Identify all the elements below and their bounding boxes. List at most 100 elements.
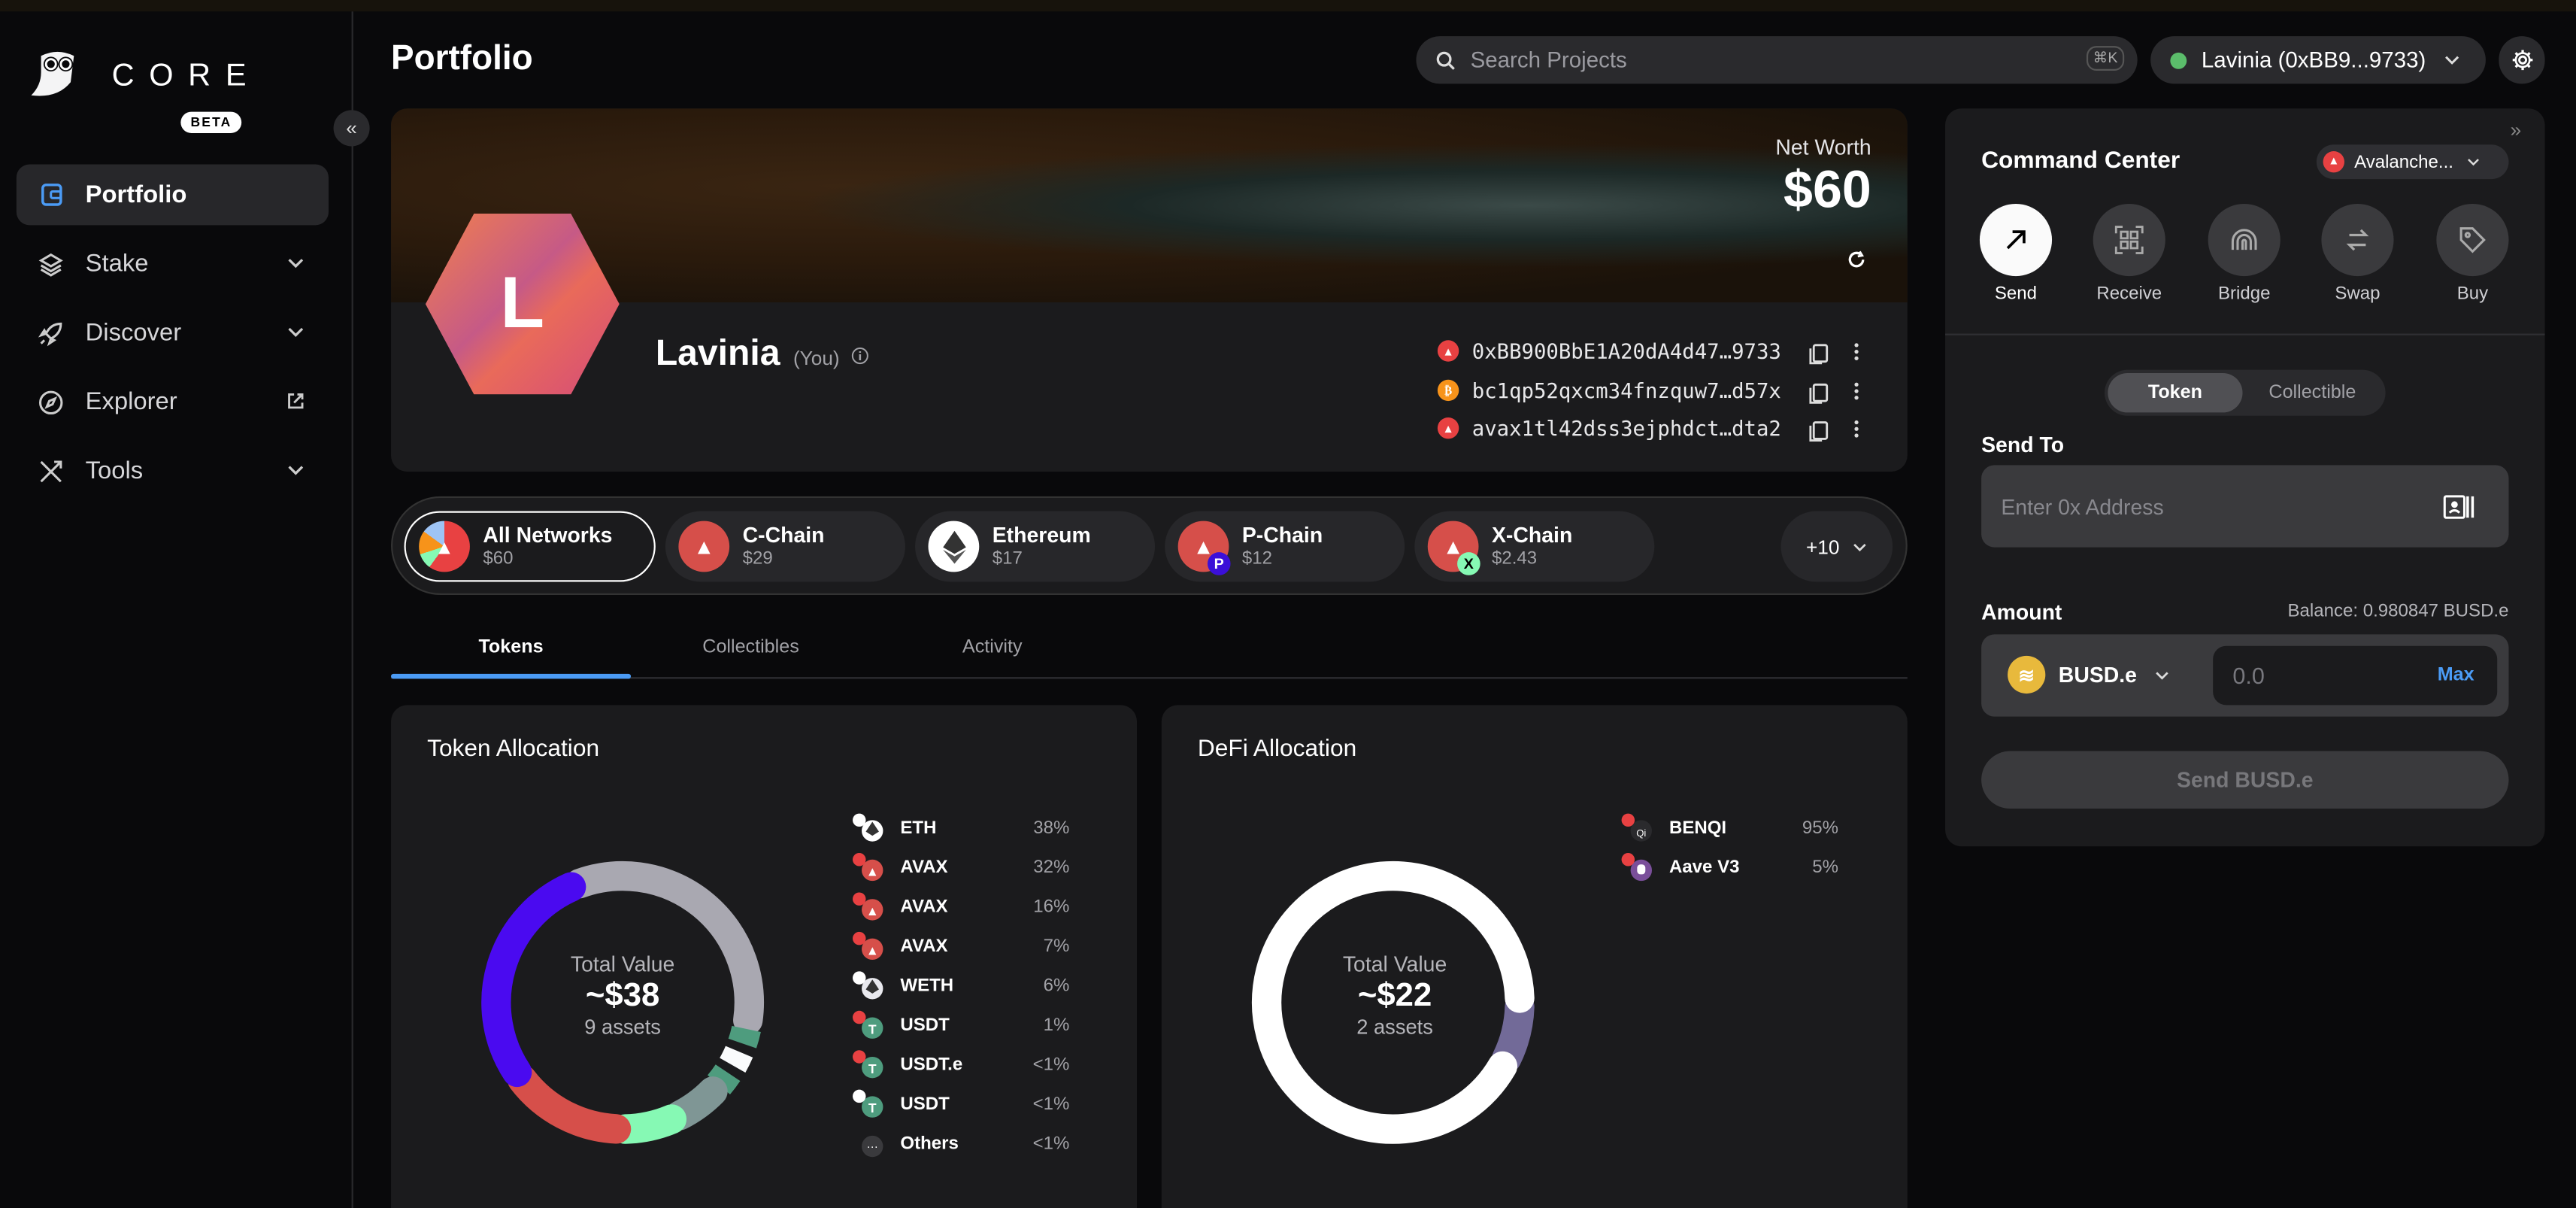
legend-item: Aave V3 5% <box>1620 848 1838 887</box>
ethereum-icon <box>928 521 980 572</box>
sidebar-item-tools[interactable]: Tools <box>17 441 329 502</box>
command-center-title: Command Center <box>1981 147 2181 175</box>
more-networks-button[interactable]: +10 <box>1780 511 1893 582</box>
address-book-icon[interactable] <box>2443 495 2478 520</box>
svg-text:T: T <box>868 1061 877 1076</box>
beta-badge: BETA <box>180 111 242 133</box>
sidebar-item-label: Stake <box>85 250 149 278</box>
legend-name: USDT.e <box>900 1055 963 1075</box>
tab-collectibles[interactable]: Collectibles <box>702 637 799 657</box>
donut-segment-weth[interactable] <box>665 1076 728 1131</box>
tools-icon <box>36 456 65 485</box>
donut-segment-avax[interactable] <box>507 1064 632 1144</box>
chip-value: $12 <box>1241 548 1272 569</box>
svg-text:▲: ▲ <box>866 942 879 958</box>
network-chip-ethereum[interactable]: Ethereum $17 <box>915 511 1156 582</box>
bridge-label: Bridge <box>2217 284 2271 305</box>
send-button[interactable]: Send BUSD.e <box>1981 751 2509 809</box>
legend-percent: <1% <box>1032 1134 1070 1154</box>
gear-icon <box>2511 50 2532 71</box>
sidebar-item-explorer[interactable]: Explorer <box>17 372 329 433</box>
svg-text:▲: ▲ <box>866 903 879 918</box>
qr-code-icon <box>2114 226 2144 254</box>
donut-segment-avax[interactable] <box>481 872 586 1088</box>
defi-donut-center: Total Value ~$22 2 assets <box>1296 952 1493 1039</box>
defi-allocation-legend: Qi BENQI 95% Aave V3 5% <box>1620 809 1838 888</box>
donut-segment-benqi[interactable] <box>1251 860 1535 1144</box>
avalanche-icon: ▲ <box>1437 340 1459 362</box>
legend-item: ▲ AVAX 32% <box>851 848 1069 887</box>
total-value-label: Total Value <box>570 952 675 976</box>
avax-icon: ▲ <box>851 930 887 964</box>
chip-value: $29 <box>742 548 773 569</box>
svg-text:T: T <box>868 1021 877 1037</box>
max-button[interactable]: Max <box>2437 665 2474 686</box>
you-label: (You) <box>792 347 840 370</box>
toggle-token[interactable]: Token <box>2108 372 2243 413</box>
legend-percent: <1% <box>1032 1094 1070 1115</box>
toggle-collectible[interactable]: Collectible <box>2268 383 2356 403</box>
swap-action-button[interactable] <box>2321 203 2394 277</box>
account-selector[interactable]: Lavinia (0xBB9...9733) <box>2150 36 2486 84</box>
page-title: Portfolio <box>391 39 533 77</box>
legend-name: Aave V3 <box>1668 857 1740 878</box>
x-chain-icon: ▲ X <box>1427 521 1480 575</box>
sidebar-item-label: Discover <box>85 318 182 348</box>
buy-action-button[interactable] <box>2436 203 2509 277</box>
sidebar-item-stake[interactable]: Stake <box>17 233 329 294</box>
total-value-label: Total Value <box>1342 952 1447 976</box>
info-icon[interactable] <box>851 347 869 365</box>
token-selector[interactable]: ≋ BUSD.e <box>2008 655 2170 694</box>
donut-segment-aave-v3[interactable] <box>1492 992 1535 1073</box>
search-placeholder: Search Projects <box>1470 47 1627 73</box>
send-action-button[interactable] <box>1979 203 2053 277</box>
receive-label: Receive <box>2096 284 2162 305</box>
usdt-e-icon: T <box>851 1049 887 1082</box>
network-chip-c-chain[interactable]: ▲ C-Chain $29 <box>665 511 905 582</box>
legend-item: T USDT.e <1% <box>851 1046 1069 1085</box>
core-owl-logo-icon <box>31 51 74 96</box>
svg-text:▲: ▲ <box>866 864 879 879</box>
legend-name: USDT <box>900 1094 950 1115</box>
busd-icon: ≋ <box>2008 655 2046 694</box>
layers-icon <box>36 249 65 278</box>
weth-icon <box>851 970 887 1003</box>
compass-icon <box>36 387 65 417</box>
collapse-sidebar-button[interactable]: « <box>333 110 370 147</box>
send-to-label: Send To <box>1981 432 2065 457</box>
benqi-icon: Qi <box>1620 812 1656 845</box>
sidebar-item-discover[interactable]: Discover <box>17 302 329 363</box>
svg-text:Qi: Qi <box>1636 827 1646 839</box>
tab-tokens[interactable]: Tokens <box>478 637 544 657</box>
donut-segment-usdt-e[interactable] <box>720 1046 753 1073</box>
network-chip-x-chain[interactable]: ▲ X X-Chain $2.43 <box>1414 511 1655 582</box>
network-selector[interactable]: ▲ Avalanche... <box>2316 144 2509 180</box>
bridge-action-button[interactable] <box>2208 203 2281 277</box>
token-donut-center: Total Value ~$38 9 assets <box>524 952 721 1039</box>
tag-icon <box>2459 227 2486 253</box>
receive-action-button[interactable] <box>2093 203 2165 277</box>
net-worth: Net Worth $60 <box>1775 135 1871 218</box>
more-options-icon[interactable] <box>1851 341 1861 443</box>
settings-button[interactable] <box>2499 36 2545 84</box>
sidebar-item-portfolio[interactable]: Portfolio <box>16 164 329 226</box>
buy-label: Buy <box>2456 284 2489 305</box>
donut-segment-usdt[interactable] <box>728 1025 761 1049</box>
sidebar-item-label: Portfolio <box>85 181 187 209</box>
donut-segment-avax[interactable] <box>610 1104 687 1144</box>
donut-segment-eth[interactable] <box>564 860 765 1036</box>
tab-activity[interactable]: Activity <box>962 637 1023 657</box>
amount-input[interactable]: 0.0 Max <box>2213 645 2498 706</box>
chevron-down-icon <box>288 327 304 338</box>
expand-panel-icon[interactable]: » <box>2510 118 2522 141</box>
chip-name: Ethereum <box>992 522 1091 548</box>
network-chip-p-chain[interactable]: ▲ P P-Chain $12 <box>1165 511 1405 582</box>
online-status-dot <box>2170 51 2187 68</box>
network-chip-all[interactable]: ▲ All Networks $60 <box>404 511 656 582</box>
copy-icon[interactable] <box>1808 340 1831 442</box>
legend-name: AVAX <box>900 857 948 878</box>
legend-item: T USDT <1% <box>851 1085 1070 1124</box>
address-input[interactable]: Enter 0x Address <box>1981 465 2509 548</box>
refresh-icon[interactable] <box>1847 250 1866 269</box>
search-input[interactable]: Search Projects ⌘K <box>1416 36 2138 84</box>
